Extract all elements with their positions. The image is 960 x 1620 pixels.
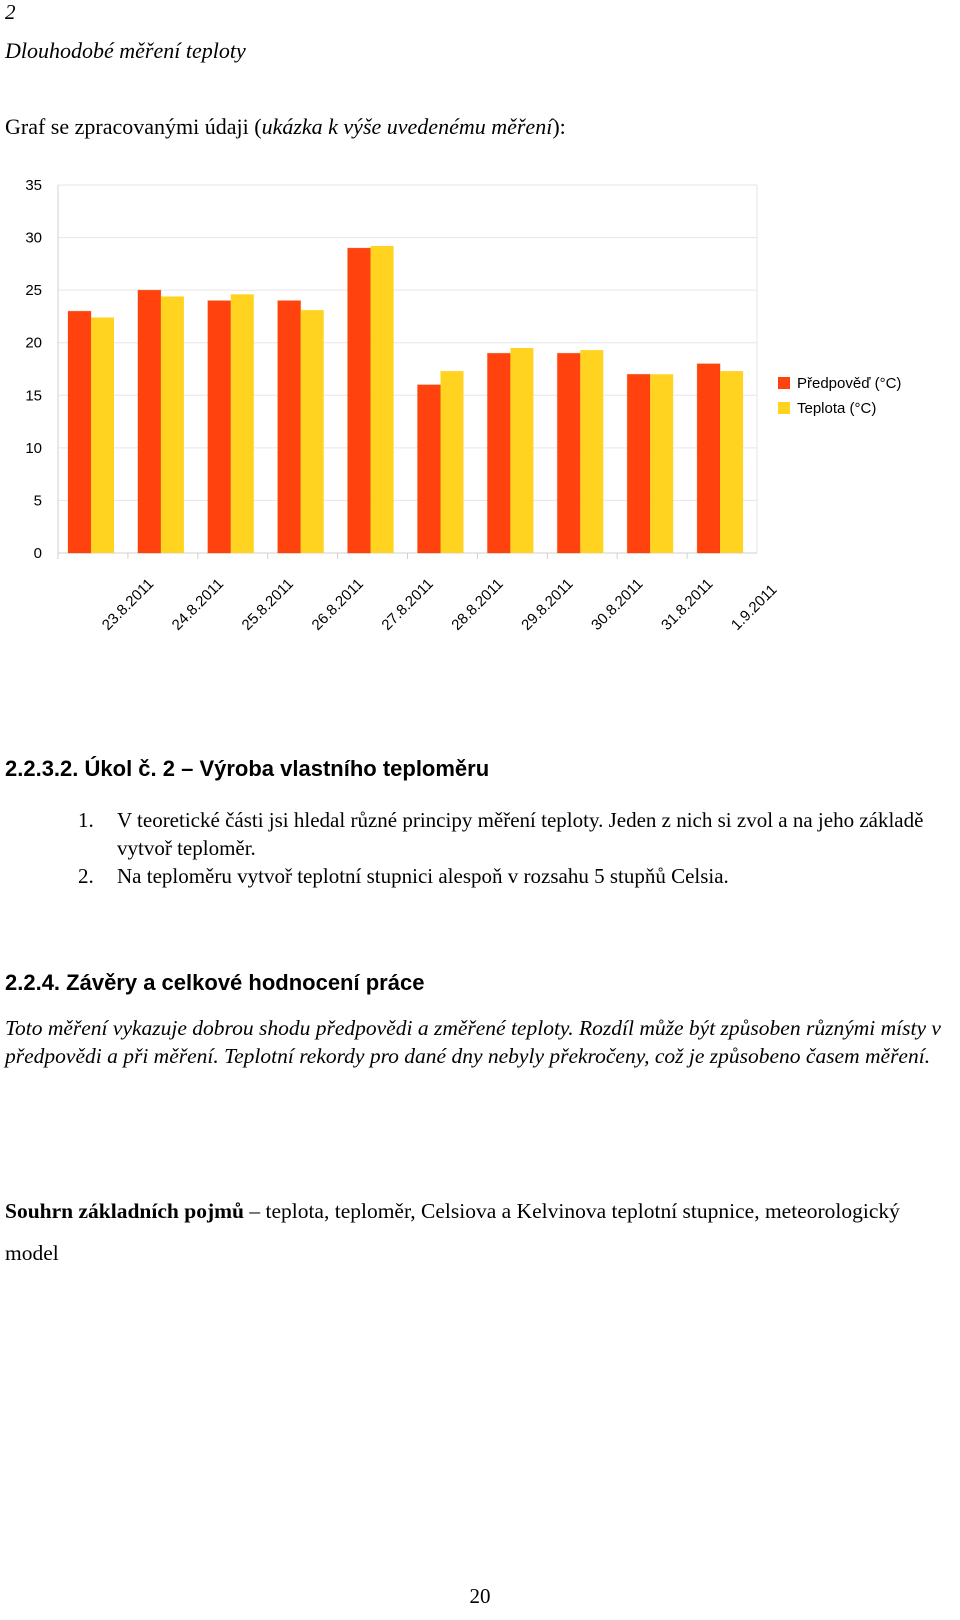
y-tick-label: 30	[25, 230, 42, 247]
chart-intro: Graf se zpracovanými údaji (ukázka k výš…	[5, 114, 566, 140]
x-tick-label: 26.8.2011	[309, 575, 367, 633]
bar-forecast	[417, 384, 441, 554]
bar-temperature	[230, 294, 254, 553]
chart-intro-paren-open: (	[254, 114, 262, 139]
task-item-text: V teoretické části jsi hledal různé prin…	[117, 808, 924, 860]
y-tick-label: 25	[25, 282, 42, 299]
task-item-number: 1.	[78, 808, 94, 832]
bar-forecast	[626, 373, 651, 554]
chart-legend: Předpověď (°C) Teplota (°C)	[778, 375, 901, 417]
y-tick-label: 15	[25, 387, 42, 404]
bar-forecast	[347, 247, 372, 554]
bar-temperature	[720, 371, 744, 553]
x-tick-label: 28.8.2011	[448, 575, 506, 633]
task-list: 1. V teoretické části jsi hledal různé pr…	[78, 806, 958, 890]
task-item-text: Na teploměru vytvoř teplotní stupnici al…	[117, 864, 729, 888]
bar-forecast	[556, 352, 581, 554]
chart-intro-prefix: Graf se zpracovanými údaji	[5, 114, 255, 139]
summary: Souhrn základních pojmů – teplota, teplo…	[5, 1190, 955, 1274]
chart-intro-italic: ukázka k výše uvedenému měření	[261, 114, 553, 139]
bar-forecast	[207, 300, 232, 554]
x-tick-label: 23.8.2011	[99, 575, 157, 633]
bar-temperature	[580, 350, 604, 553]
page-number: 20	[469, 1584, 491, 1608]
section-number: 2	[5, 0, 16, 24]
legend-label: Předpověď (°C)	[797, 375, 901, 392]
legend-swatch	[778, 377, 790, 389]
task-heading: 2.2.3.2. Úkol č. 2 – Výroba vlastního te…	[5, 756, 490, 781]
x-axis-ticks: 23.8.2011 24.8.2011 25.8.2011 26.8.2011 27.8…	[99, 575, 781, 633]
legend-swatch	[778, 402, 790, 414]
bar-temperature	[370, 245, 394, 553]
conclusion-text: Toto měření vykazuje dobrou shodu předpo…	[5, 1016, 941, 1068]
bar-temperature	[440, 371, 464, 553]
y-tick-label: 10	[25, 440, 42, 457]
y-tick-label: 5	[34, 492, 42, 509]
temperature-bar-chart: 0 5 10 15 20 25 30 35 23.8.2011 24.8.2011 25.8.20…	[25, 177, 901, 634]
bar-temperature	[300, 310, 324, 553]
bar-forecast	[277, 300, 302, 554]
x-tick-label: 31.8.2011	[658, 575, 716, 633]
bar-temperature	[510, 347, 534, 553]
x-tick-label: 30.8.2011	[588, 575, 646, 633]
bar-forecast	[67, 310, 92, 554]
task-item: 2. Na teploměru vytvoř teplotní stupnici …	[78, 862, 958, 890]
x-tick-label: 27.8.2011	[378, 575, 436, 633]
bar-forecast	[696, 363, 721, 554]
task-item: 1. V teoretické části jsi hledal různé pr…	[78, 806, 958, 862]
y-tick-label: 0	[34, 545, 42, 562]
bar-temperature	[650, 374, 674, 553]
summary-label: Souhrn základních pojmů	[5, 1199, 244, 1223]
section-title: Dlouhodobé měření teploty	[5, 38, 246, 63]
x-tick-label: 29.8.2011	[518, 575, 576, 633]
bar-forecast	[137, 289, 162, 554]
summary-text: – teplota, teploměr, Celsiova a Kelvinov…	[5, 1199, 900, 1265]
task-item-number: 2.	[78, 864, 94, 888]
x-tick-label: 25.8.2011	[239, 575, 297, 633]
x-tick-label: 1.9.2011	[728, 581, 781, 634]
bar-temperature	[91, 317, 114, 553]
x-tick-label: 24.8.2011	[169, 575, 227, 633]
legend-label: Teplota (°C)	[797, 400, 876, 417]
chart-bars	[67, 245, 744, 554]
bar-temperature	[160, 296, 184, 553]
conclusion-heading: 2.2.4. Závěry a celkové hodnocení práce	[5, 970, 425, 995]
y-tick-label: 35	[25, 177, 42, 194]
chart-intro-paren-close: ):	[552, 114, 566, 139]
y-tick-label: 20	[25, 335, 42, 352]
y-axis-ticks: 0 5 10 15 20 25 30 35	[25, 177, 42, 562]
bar-forecast	[486, 352, 511, 554]
